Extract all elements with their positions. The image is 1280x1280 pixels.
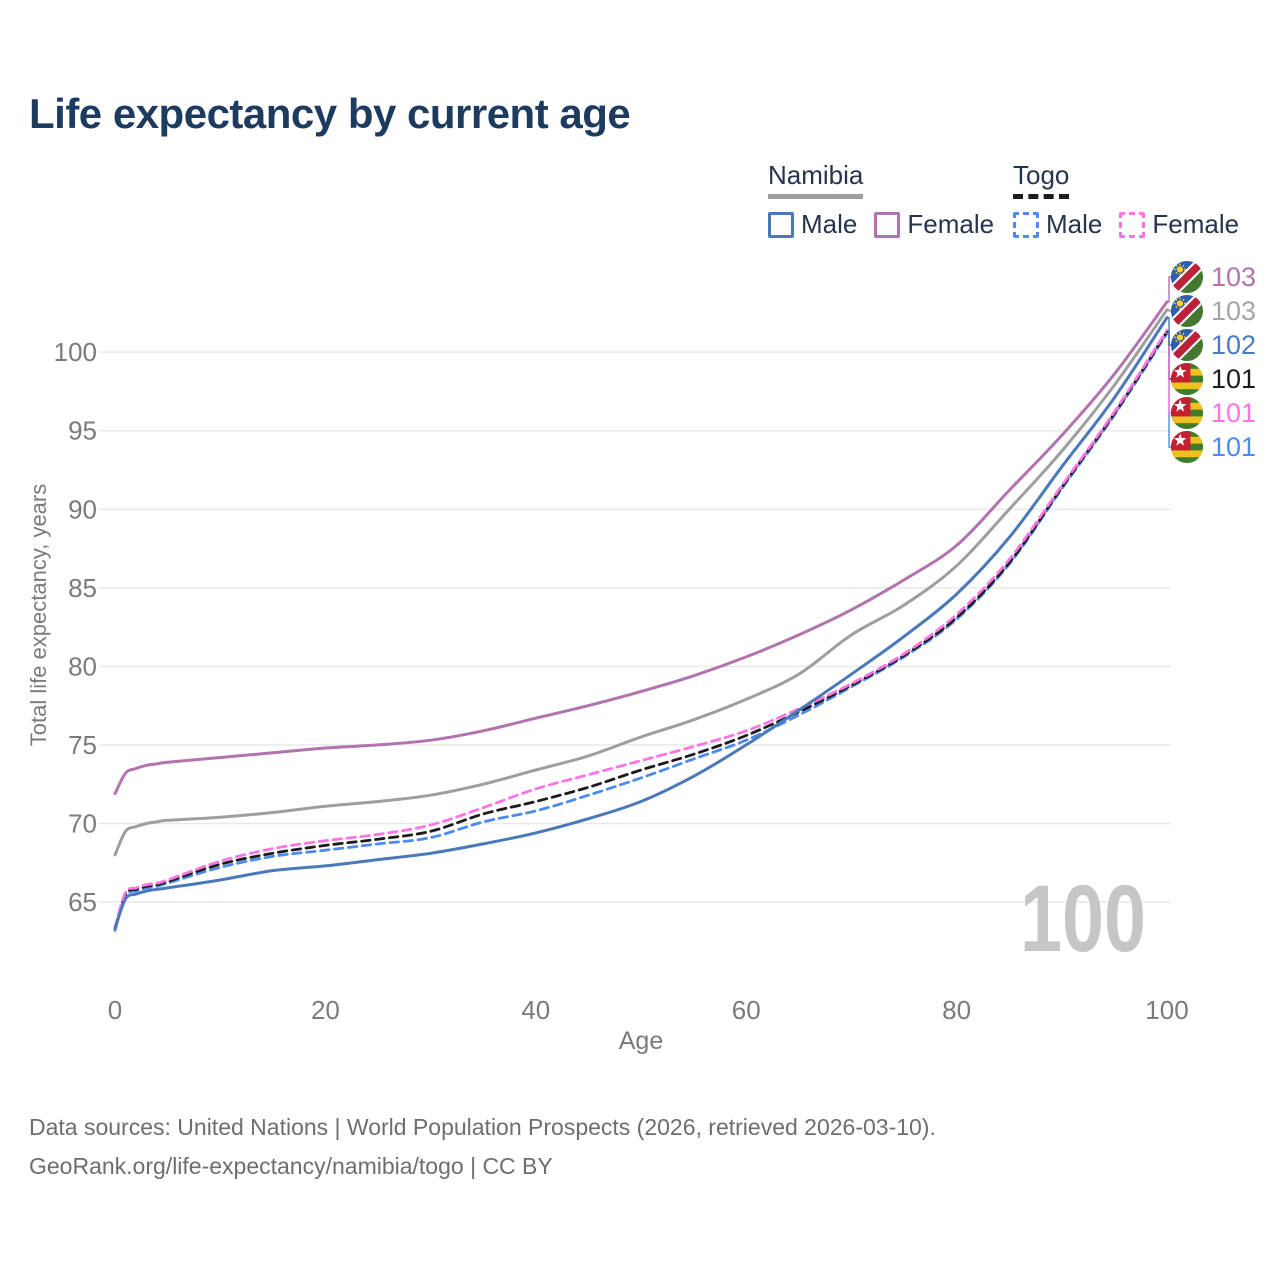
namibia-total-leader-line	[1166, 309, 1173, 312]
y-tick-label: 95	[68, 416, 97, 446]
namibia-male-end-value: 102	[1211, 330, 1256, 360]
footer-line-1: Data sources: United Nations | World Pop…	[29, 1114, 936, 1140]
y-tick-label: 100	[54, 337, 97, 367]
data-sources-footer: Data sources: United Nations | World Pop…	[29, 1108, 936, 1186]
legend-item-togo-female[interactable]: Female	[1119, 209, 1239, 240]
legend-items-namibia: Male Female	[768, 209, 1011, 240]
togo-male-end-value: 101	[1211, 432, 1256, 462]
togo-female-end-value: 101	[1211, 398, 1256, 428]
x-tick-label: 40	[521, 995, 550, 1025]
togo-female-swatch	[1119, 211, 1146, 238]
namibia-male-line[interactable]	[113, 316, 1169, 931]
footer-line-2: GeoRank.org/life-expectancy/namibia/togo…	[29, 1153, 553, 1179]
namibia-total-line[interactable]	[113, 308, 1169, 857]
namibia-male-leader-line	[1166, 316, 1173, 346]
legend-item-namibia-male[interactable]: Male	[768, 209, 857, 240]
legend-group-togo: Togo Male Female	[1013, 160, 1256, 240]
y-tick-label: 85	[68, 573, 97, 603]
legend-group-namibia: Namibia Male Female	[768, 160, 1011, 240]
watermark-age: 100	[1020, 866, 1146, 972]
x-tick-label: 100	[1145, 995, 1188, 1025]
legend-label: Female	[1152, 209, 1240, 239]
namibia-female-swatch	[874, 211, 901, 238]
y-tick-label: 80	[68, 651, 97, 681]
legend-item-togo-male[interactable]: Male	[1013, 209, 1102, 240]
x-tick-label: 20	[311, 995, 340, 1025]
legend-header-namibia[interactable]: Namibia	[768, 160, 864, 199]
x-axis-title: Age	[619, 1027, 663, 1055]
y-tick-label: 65	[68, 887, 97, 917]
legend-header-togo[interactable]: Togo	[1013, 160, 1070, 199]
legend-label: Male	[801, 209, 858, 239]
togo-male-swatch	[1013, 211, 1039, 238]
togo-flag-icon	[1170, 430, 1204, 464]
namibia-female-end-value: 103	[1211, 262, 1256, 292]
legend-items-togo: Male Female	[1013, 209, 1256, 240]
namibia-flag-icon	[1170, 328, 1204, 362]
togo-total-end-value: 101	[1211, 364, 1256, 394]
togo-total-line[interactable]	[113, 330, 1169, 931]
legend-item-namibia-female[interactable]: Female	[874, 209, 994, 240]
togo-flag-icon	[1170, 362, 1204, 396]
namibia-male-swatch	[768, 211, 794, 238]
togo-female-line[interactable]	[113, 328, 1169, 929]
togo-male-line[interactable]	[113, 331, 1169, 932]
namibia-flag-icon	[1170, 260, 1204, 294]
chart-title: Life expectancy by current age	[29, 90, 631, 137]
namibia-total-end-value: 103	[1211, 296, 1256, 326]
x-tick-label: 0	[108, 995, 122, 1025]
y-axis-title: Total life expectancy, years	[26, 484, 51, 747]
x-tick-label: 80	[942, 995, 971, 1025]
legend-label: Female	[907, 209, 995, 239]
y-tick-label: 75	[68, 730, 97, 760]
togo-female-leader-line	[1166, 329, 1173, 414]
namibia-flag-icon	[1170, 294, 1204, 328]
legend-label: Male	[1046, 209, 1103, 239]
namibia-female-leader-line	[1166, 276, 1173, 303]
y-tick-label: 70	[68, 809, 97, 839]
namibia-female-line[interactable]	[113, 300, 1169, 796]
togo-flag-icon	[1170, 396, 1204, 430]
x-tick-label: 60	[732, 995, 761, 1025]
y-tick-label: 90	[68, 494, 97, 524]
